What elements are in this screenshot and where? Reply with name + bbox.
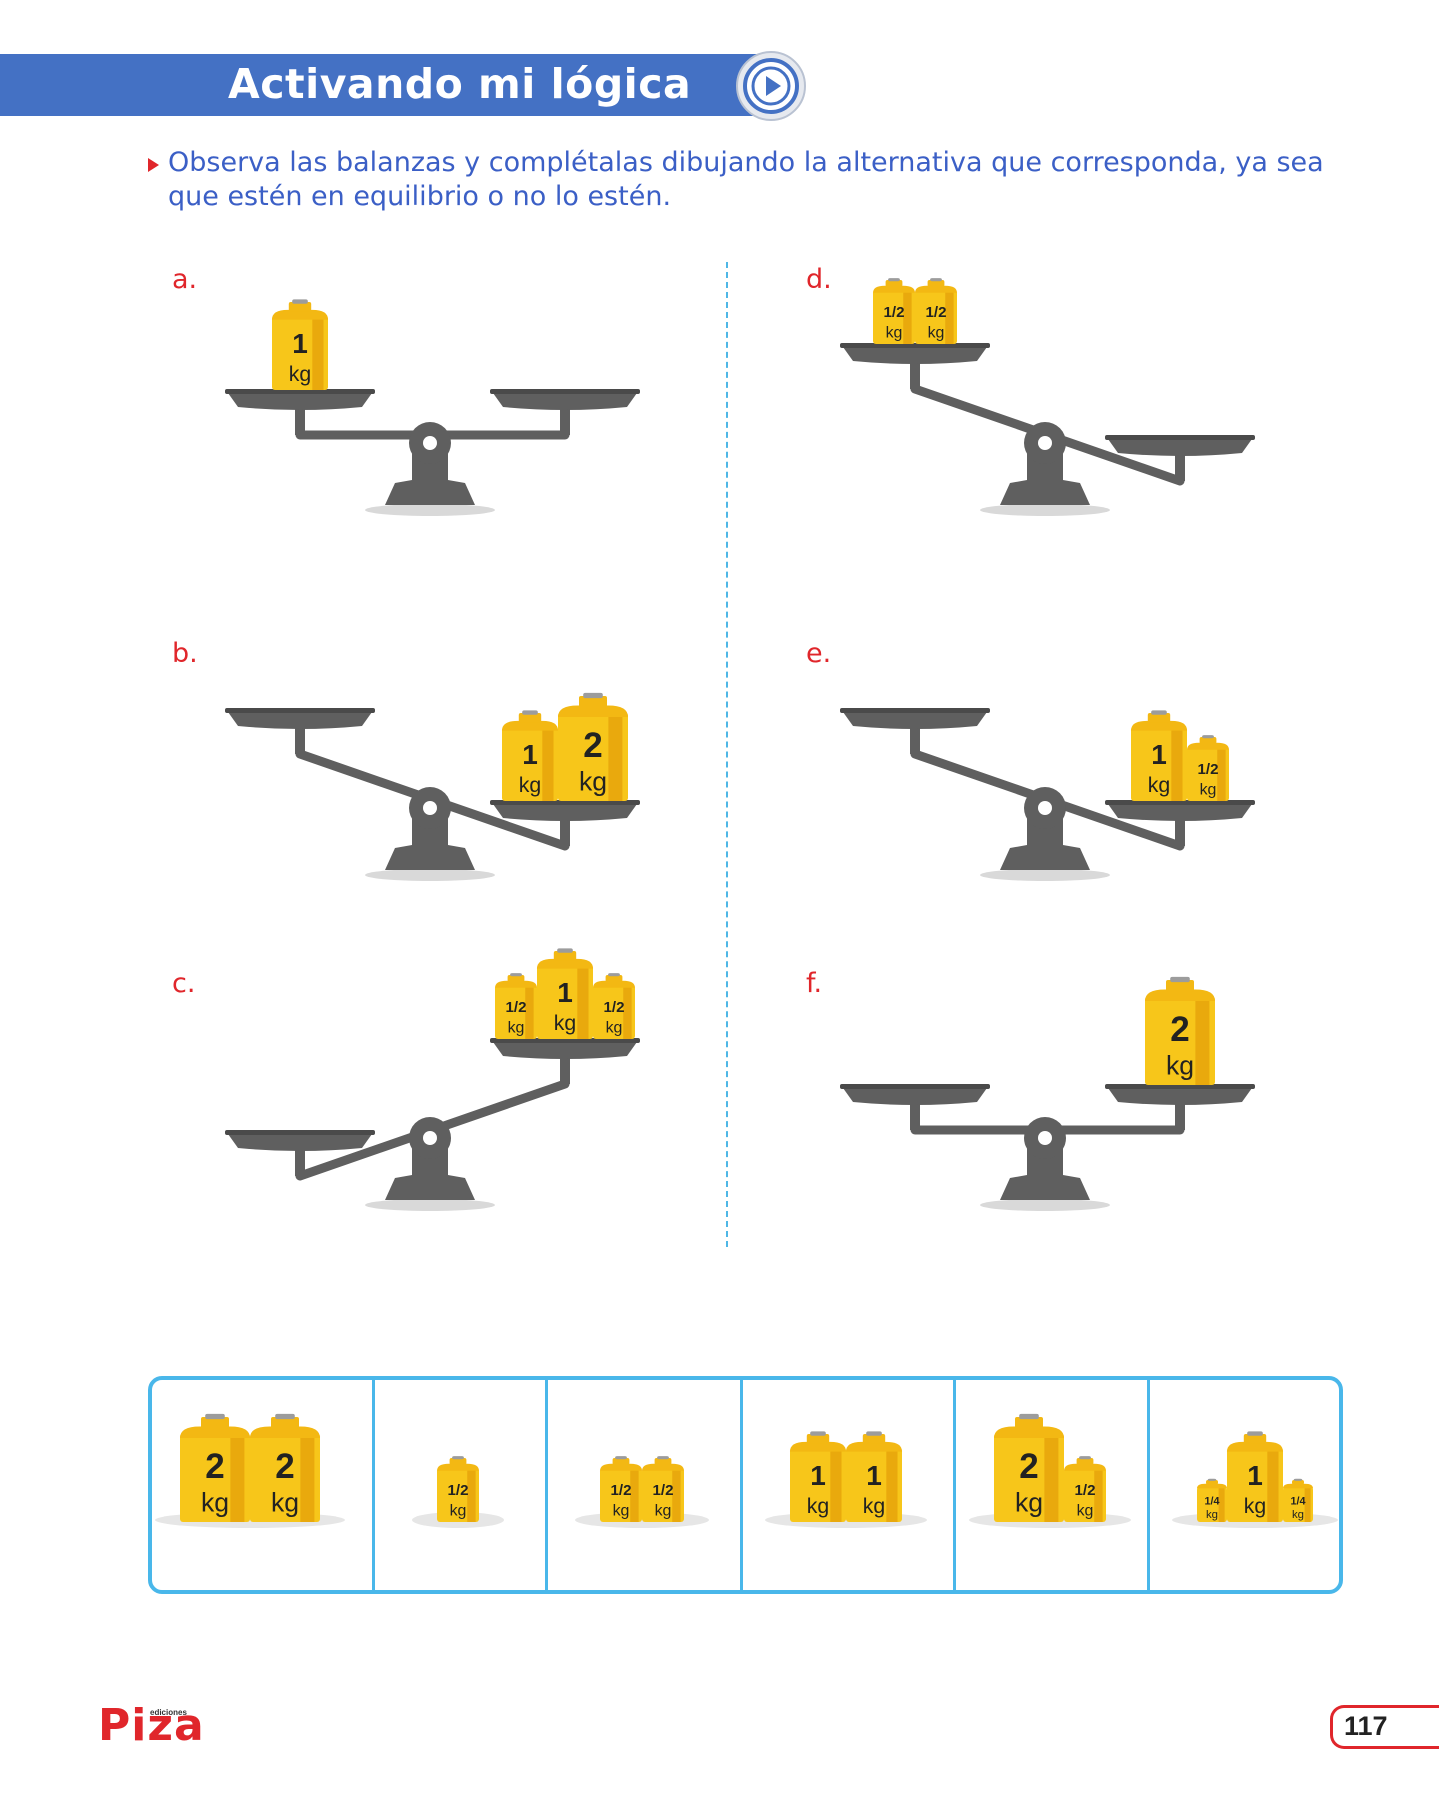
label-d: d.: [806, 264, 832, 295]
weight-number: 1/2: [652, 1482, 673, 1499]
weight-number: 2: [1170, 1010, 1189, 1049]
options-box: [148, 1376, 1343, 1594]
weight-number: 1/2: [610, 1482, 631, 1499]
options-separator: [1147, 1380, 1150, 1590]
weight-unit: kg: [450, 1503, 467, 1520]
weight-unit: kg: [201, 1488, 229, 1518]
weight-unit: kg: [289, 362, 311, 386]
option-weight: 1/4 kg: [1283, 1478, 1313, 1522]
weight-number: 1/4: [1204, 1495, 1219, 1507]
weight-unit: kg: [613, 1503, 630, 1520]
weight-number: 2: [205, 1447, 224, 1486]
option-weight: 1 kg: [1227, 1431, 1283, 1522]
weight-unit: kg: [928, 325, 945, 342]
publisher-logo: Piza: [98, 1700, 205, 1751]
weight-unit: kg: [1077, 1503, 1094, 1520]
publisher-logo-sub: ediciones: [150, 1708, 187, 1717]
weight-unit: kg: [863, 1494, 885, 1518]
weight-right: 1 kg: [537, 948, 593, 1039]
options-separator: [953, 1380, 956, 1590]
options-separator: [740, 1380, 743, 1590]
weight-number: 1/2: [883, 304, 904, 321]
page-number-box: [1330, 1705, 1439, 1749]
weight-unit: kg: [1015, 1488, 1043, 1518]
weight-right: 2kg: [558, 692, 628, 801]
column-divider: [726, 262, 728, 1247]
bullet-triangle-icon: [148, 158, 159, 172]
option-weight: 1/2 kg: [600, 1456, 642, 1522]
weight-unit: kg: [271, 1488, 299, 1518]
weight-unit: kg: [807, 1494, 829, 1518]
weight-number: 1/4: [1290, 1495, 1305, 1507]
weight-number: 1/2: [925, 304, 946, 321]
weight-right: 2kg: [1145, 976, 1215, 1085]
weight-number: 1: [292, 328, 308, 359]
option-weight: 1 kg: [790, 1431, 846, 1522]
label-c: c.: [172, 968, 196, 999]
balance-scale: [840, 708, 1255, 881]
weight-unit: kg: [1200, 782, 1217, 799]
weight-unit: kg: [655, 1503, 672, 1520]
weight-number: 1/2: [1197, 761, 1218, 778]
balance-scale: [840, 343, 1255, 516]
weight-unit: kg: [554, 1011, 576, 1035]
option-weight: 1/4 kg: [1197, 1478, 1227, 1522]
weight-right: 1/2 kg: [1187, 735, 1229, 801]
weight-number: 2: [583, 726, 602, 765]
weight-left: 1 kg: [272, 299, 328, 390]
balance-scale: [225, 708, 640, 881]
weight-number: 1/2: [447, 1482, 468, 1499]
weight-unit: kg: [886, 325, 903, 342]
weight-number: 1: [866, 1460, 882, 1491]
weight-unit: kg: [1166, 1051, 1194, 1081]
weight-unit: kg: [1148, 773, 1170, 797]
weight-number: 1: [810, 1460, 826, 1491]
weight-right: 1/2 kg: [495, 973, 537, 1039]
label-f: f.: [806, 968, 823, 999]
balance-scale: [225, 389, 640, 516]
balance-scale: [840, 1084, 1255, 1211]
instruction-text: Observa las balanzas y complétalas dibuj…: [168, 147, 1324, 212]
weight-unit: kg: [1292, 1509, 1304, 1521]
weight-number: 1: [1247, 1460, 1263, 1491]
weight-number: 1/2: [1074, 1482, 1095, 1499]
weight-left: 1/2 kg: [915, 278, 957, 344]
weight-right: 1/2 kg: [593, 973, 635, 1039]
weight-number: 1: [1151, 739, 1167, 770]
option-weight: 1/2 kg: [1064, 1456, 1106, 1522]
header-banner: [0, 54, 760, 116]
weight-unit: kg: [1244, 1494, 1266, 1518]
page-number: 117: [1344, 1711, 1388, 1741]
weight-unit: kg: [508, 1020, 525, 1037]
weight-unit: kg: [579, 767, 607, 797]
option-weight: 1 kg: [846, 1431, 902, 1522]
weight-number: 1/2: [603, 999, 624, 1016]
weight-right: 1 kg: [1131, 710, 1187, 801]
weight-unit: kg: [519, 773, 541, 797]
weight-unit: kg: [606, 1020, 623, 1037]
option-weight: 1/2 kg: [642, 1456, 684, 1522]
option-weight: 2kg: [994, 1413, 1064, 1522]
option-weight: 2kg: [180, 1413, 250, 1522]
options-separator: [545, 1380, 548, 1590]
weight-number: 2: [1019, 1447, 1038, 1486]
weight-number: 1/2: [505, 999, 526, 1016]
weight-number: 2: [275, 1447, 294, 1486]
option-weight: 2kg: [250, 1413, 320, 1522]
weight-unit: kg: [1206, 1509, 1218, 1521]
label-e: e.: [806, 638, 832, 669]
balance-scale: [225, 1038, 640, 1211]
options-separator: [372, 1380, 375, 1590]
label-a: a.: [172, 264, 198, 295]
weight-number: 1: [557, 977, 573, 1008]
play-icon[interactable]: [735, 50, 807, 122]
weight-number: 1: [522, 739, 538, 770]
page-title: Activando mi lógica: [228, 60, 692, 108]
weight-left: 1/2 kg: [873, 278, 915, 344]
option-weight: 1/2 kg: [437, 1456, 479, 1522]
label-b: b.: [172, 638, 198, 669]
weight-right: 1 kg: [502, 710, 558, 801]
